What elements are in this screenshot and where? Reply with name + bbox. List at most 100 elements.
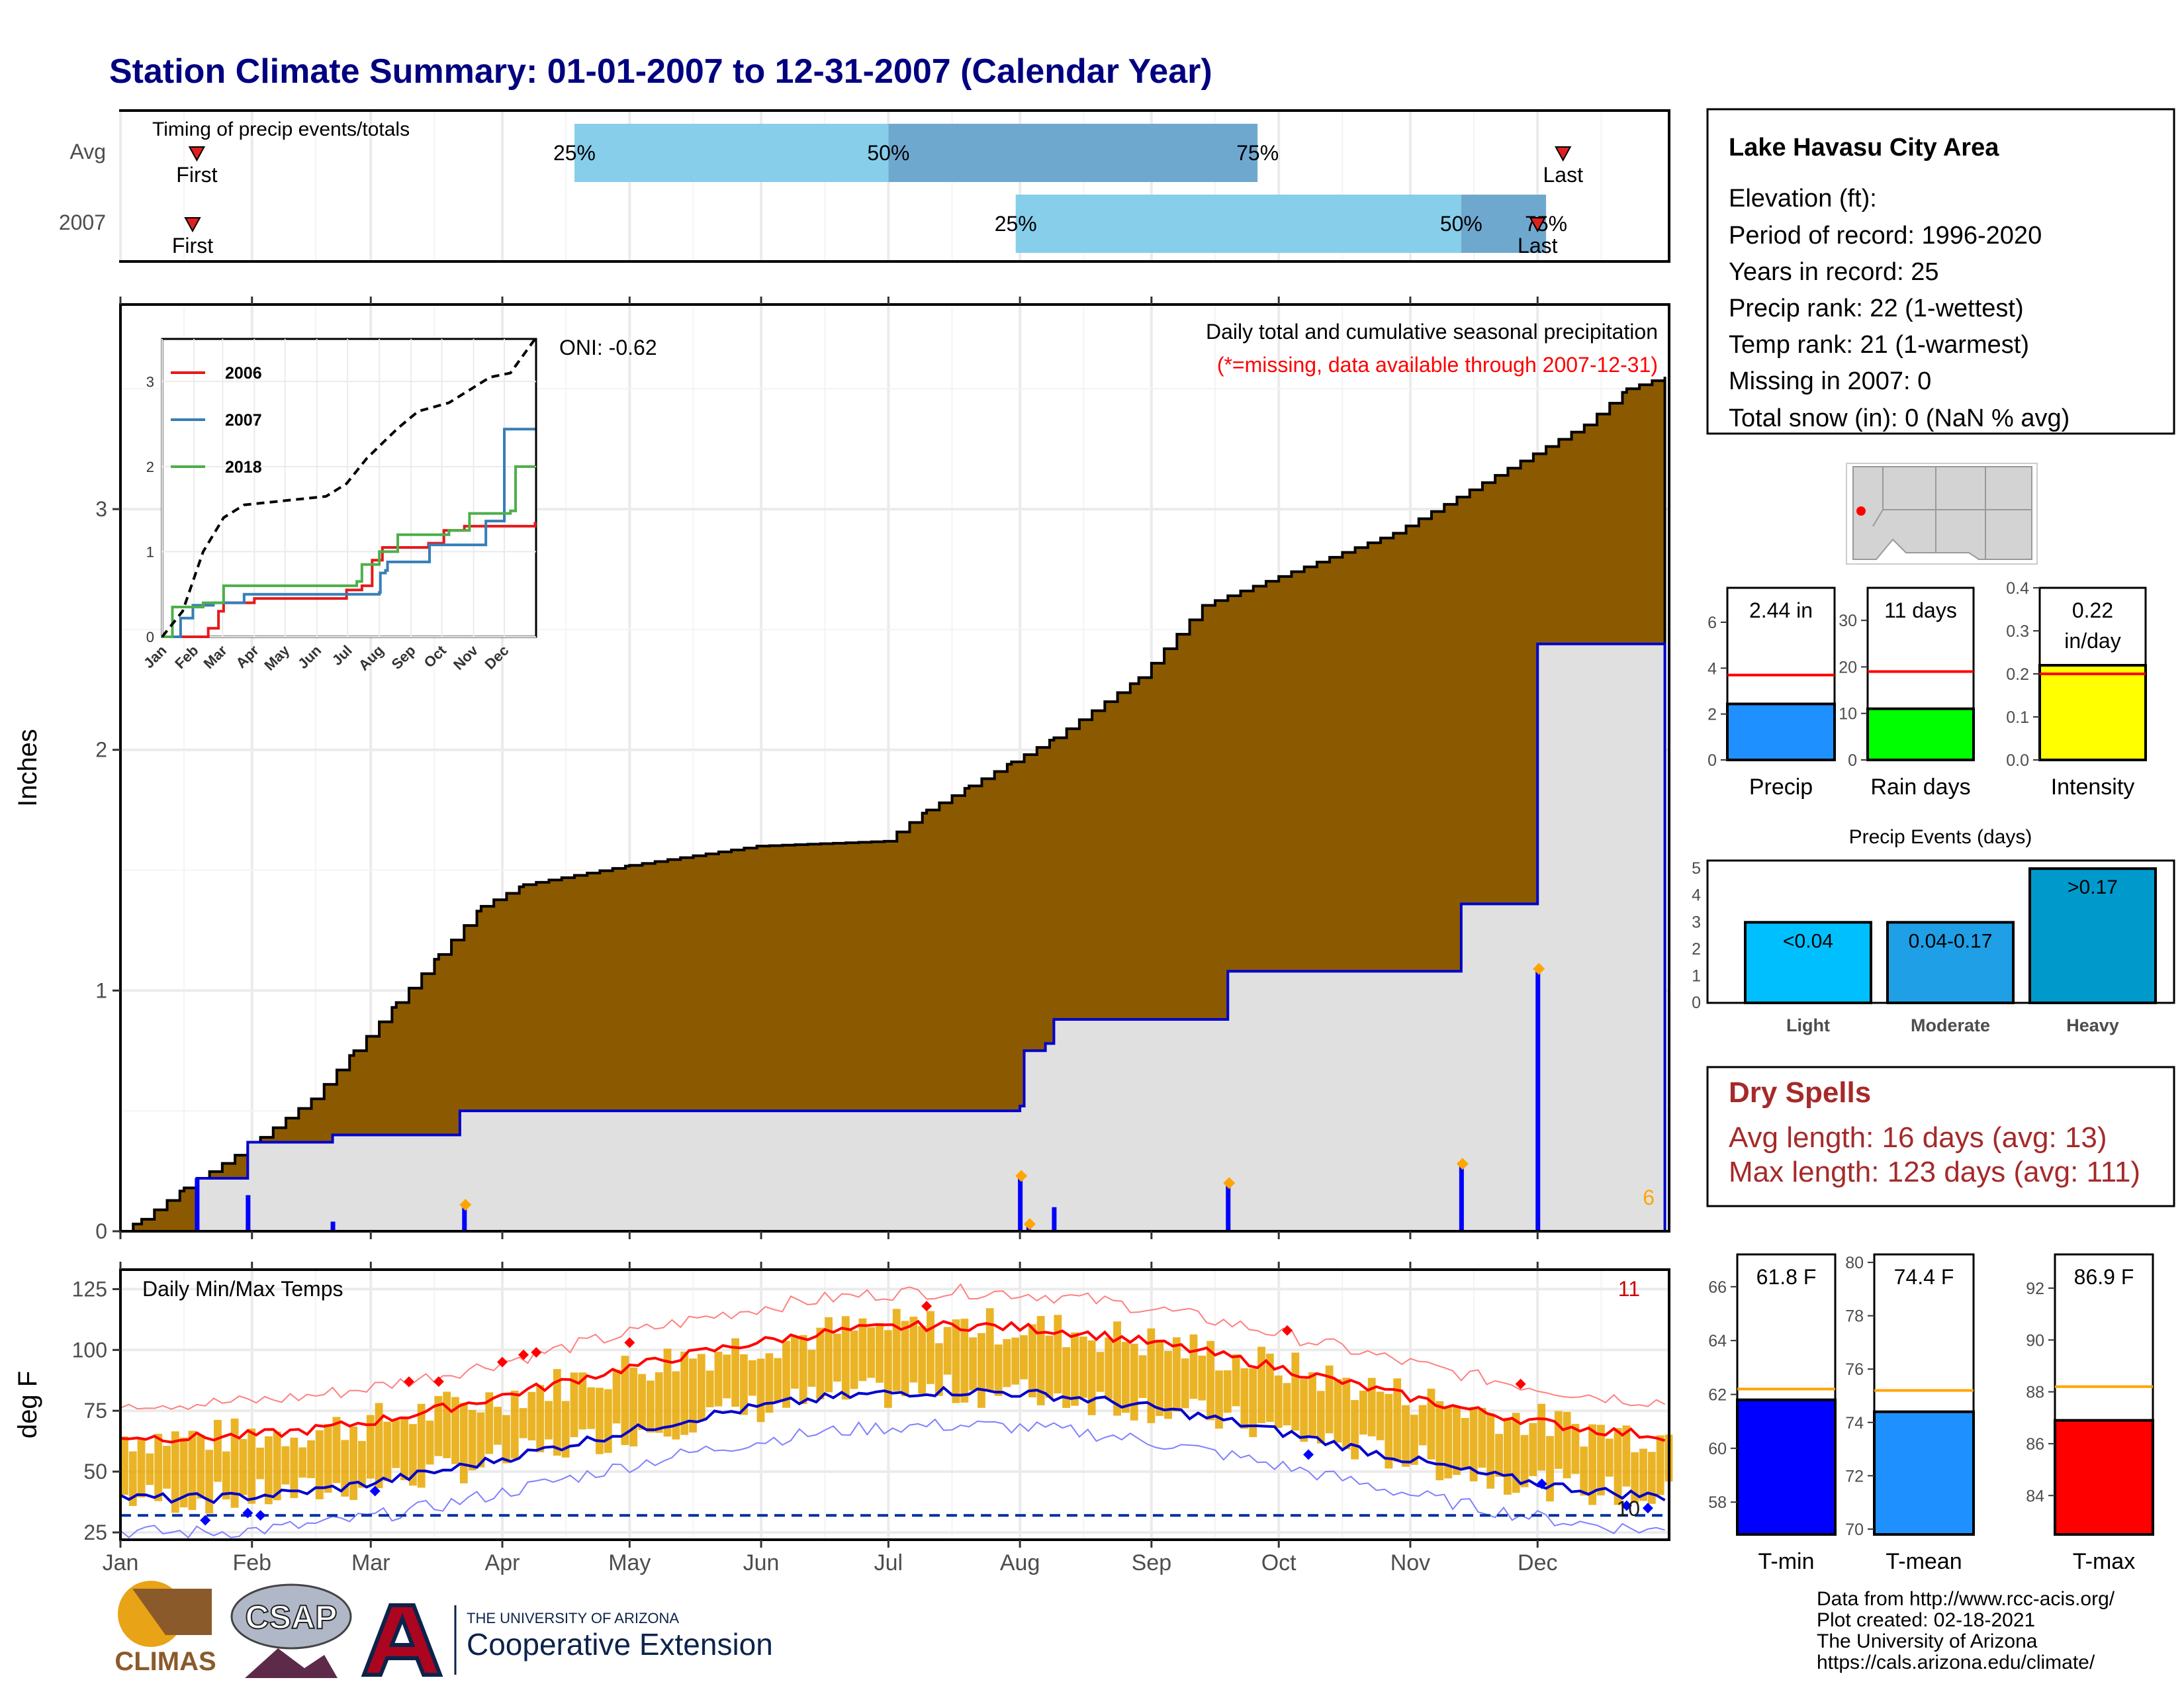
timing-first-marker-1 xyxy=(184,217,201,233)
footer-university: The University of Arizona xyxy=(1817,1630,2038,1652)
temp-summary-tick-label-1-4: 78 xyxy=(1845,1307,1864,1326)
daily-temp-range-bar xyxy=(1571,1424,1580,1474)
daily-temp-range-bar xyxy=(1113,1321,1121,1416)
info-period: Period of record: 1996-2020 xyxy=(1729,222,2042,250)
precip-summary-tick-label-1-3: 30 xyxy=(1839,612,1857,630)
ua-logo: THE UNIVERSITY OF ARIZONA Cooperative Ex… xyxy=(361,1603,773,1677)
precip-summary-axis-label-0: Precip xyxy=(1749,774,1813,800)
info-missing: Missing in 2007: 0 xyxy=(1729,367,1931,395)
csap-logo: CSAP xyxy=(230,1583,352,1678)
precip-marker-5 xyxy=(1533,962,1545,975)
events-tick-label-4: 4 xyxy=(1692,886,1701,905)
daily-temp-range-bar xyxy=(315,1430,324,1499)
temp-summary-chart-0: 58 60 62 64 66 61.8 F T-min xyxy=(1708,1253,1837,1574)
station-location-dot xyxy=(1856,506,1866,516)
dry-spells-box: Dry Spells Avg length: 16 days (avg: 13)… xyxy=(1706,1066,2175,1207)
daily-temp-range-bar xyxy=(1478,1407,1486,1468)
temp-y-tick-label-4: 125 xyxy=(72,1277,107,1301)
daily-temp-range-bar xyxy=(587,1387,596,1429)
temp-panel-frame xyxy=(119,1268,1670,1541)
timing-first-label-0: First xyxy=(176,163,217,187)
daily-temp-range-bar xyxy=(1062,1347,1071,1408)
temp-summary-bar-2 xyxy=(2054,1419,2154,1536)
temp-summary-tick-label-0-0: 58 xyxy=(1708,1493,1727,1512)
record-low-marker-4 xyxy=(1303,1449,1314,1460)
daily-temp-range-bar xyxy=(1240,1368,1249,1429)
daily-temp-range-bar xyxy=(1274,1375,1283,1428)
ua-big-text: Cooperative Extension xyxy=(467,1627,773,1662)
daily-temp-range-bar xyxy=(1308,1372,1316,1436)
daily-temp-range-bar xyxy=(825,1317,833,1393)
daily-temp-range-bar xyxy=(1334,1379,1342,1443)
daily-temp-range-bar xyxy=(943,1327,952,1375)
daily-temp-range-bar xyxy=(1011,1337,1020,1385)
temp-summary-tick-label-0-3: 64 xyxy=(1708,1332,1727,1350)
timing-bar-upper-0 xyxy=(888,124,1258,182)
precip-marker-2 xyxy=(1023,1218,1036,1231)
daily-temp-range-bar xyxy=(841,1316,850,1400)
daily-temp-range-bar xyxy=(307,1440,315,1479)
precip-summary-unit-label-2: in/day xyxy=(2064,629,2120,653)
daily-temp-range-bar xyxy=(451,1397,459,1464)
daily-temp-range-bar xyxy=(1121,1342,1130,1413)
events-tick-label-0: 0 xyxy=(1692,994,1701,1012)
info-elevation: Elevation (ft): xyxy=(1729,185,1877,212)
precip-markers xyxy=(459,962,1545,1231)
daily-temp-range-bar xyxy=(1639,1448,1647,1501)
daily-temp-range-bar xyxy=(1325,1365,1334,1434)
daily-temp-range-bar xyxy=(1147,1328,1156,1423)
figure-title: Station Climate Summary: 01-01-2007 to 1… xyxy=(109,52,1212,91)
events-bar-label-light: <0.04 xyxy=(1783,930,1833,952)
daily-temp-range-bar xyxy=(689,1358,697,1433)
daily-temp-range-bar xyxy=(1351,1400,1359,1460)
events-tick-label-5: 5 xyxy=(1692,859,1701,878)
daily-precip-bar-4 xyxy=(1018,1178,1023,1231)
record-high-line xyxy=(120,1283,1666,1410)
inset-legend-label-2018: 2018 xyxy=(225,458,262,477)
record-high-marker-8 xyxy=(1515,1378,1526,1389)
temp-y-tick-label-3: 100 xyxy=(72,1338,107,1362)
record-low-line xyxy=(120,1418,1665,1539)
temp-summary-axis-label-0: T-min xyxy=(1758,1549,1815,1574)
daily-temp-range-bar xyxy=(985,1308,994,1391)
csap-logo-mountain xyxy=(245,1648,338,1678)
daily-temp-range-bar xyxy=(731,1338,739,1407)
daily-temp-range-bar xyxy=(663,1348,672,1437)
daily-temp-range-bar xyxy=(1554,1411,1563,1469)
record-high-marker-7 xyxy=(1282,1325,1293,1336)
events-bar-heavy xyxy=(2028,867,2157,1004)
timing-row-2007: 2007 xyxy=(59,211,106,234)
temp-summary-value-label-0: 61.8 F xyxy=(1756,1265,1817,1289)
events-axis-label-light: Light xyxy=(1786,1015,1830,1035)
daily-temp-range-bar xyxy=(400,1418,408,1481)
record-low-marker-2 xyxy=(255,1510,266,1521)
month-label-feb: Feb xyxy=(232,1550,271,1575)
daily-temp-range-bar xyxy=(1130,1343,1138,1421)
timing-p75-label-0: 75% xyxy=(1236,141,1279,165)
daily-temp-range-bar xyxy=(366,1415,375,1479)
daily-temp-range-bar xyxy=(332,1417,341,1483)
month-label-sep: Sep xyxy=(1132,1550,1172,1575)
record-high-marker-4 xyxy=(531,1346,542,1358)
precip-summary-axis-label-2: Intensity xyxy=(2051,774,2135,800)
temp-y-axis: 25 50 75 100 125 xyxy=(72,1277,120,1544)
daily-temp-range-bar xyxy=(222,1451,230,1500)
daily-precip-bar-7 xyxy=(1226,1183,1231,1231)
daily-temp-range-bar xyxy=(527,1391,536,1440)
daily-temp-range-bar xyxy=(214,1419,222,1482)
month-label-jun: Jun xyxy=(743,1550,780,1575)
info-years: Years in record: 25 xyxy=(1729,258,1939,286)
precip-summary-tick-label-0-3: 6 xyxy=(1707,614,1717,632)
map-borders xyxy=(1872,467,2032,559)
month-label-oct: Oct xyxy=(1261,1550,1297,1575)
daily-temp-range-bar xyxy=(1079,1336,1087,1398)
temp-summary-value-label-2: 86.9 F xyxy=(2074,1265,2134,1289)
daily-temp-range-bar xyxy=(1359,1390,1367,1435)
daily-temp-range-bar xyxy=(756,1358,765,1423)
daily-temp-range-bar xyxy=(239,1438,248,1495)
daily-temp-range-bar xyxy=(638,1374,646,1430)
daily-temp-range-bar xyxy=(128,1451,137,1507)
daily-precip-bar-2 xyxy=(330,1221,336,1231)
temp-summary-bars: 58 60 62 64 66 61.8 F T-min 70 72 74 76 78 80 74.4 F T… xyxy=(1708,1253,2154,1574)
daily-temp-range-bar xyxy=(994,1344,1003,1396)
